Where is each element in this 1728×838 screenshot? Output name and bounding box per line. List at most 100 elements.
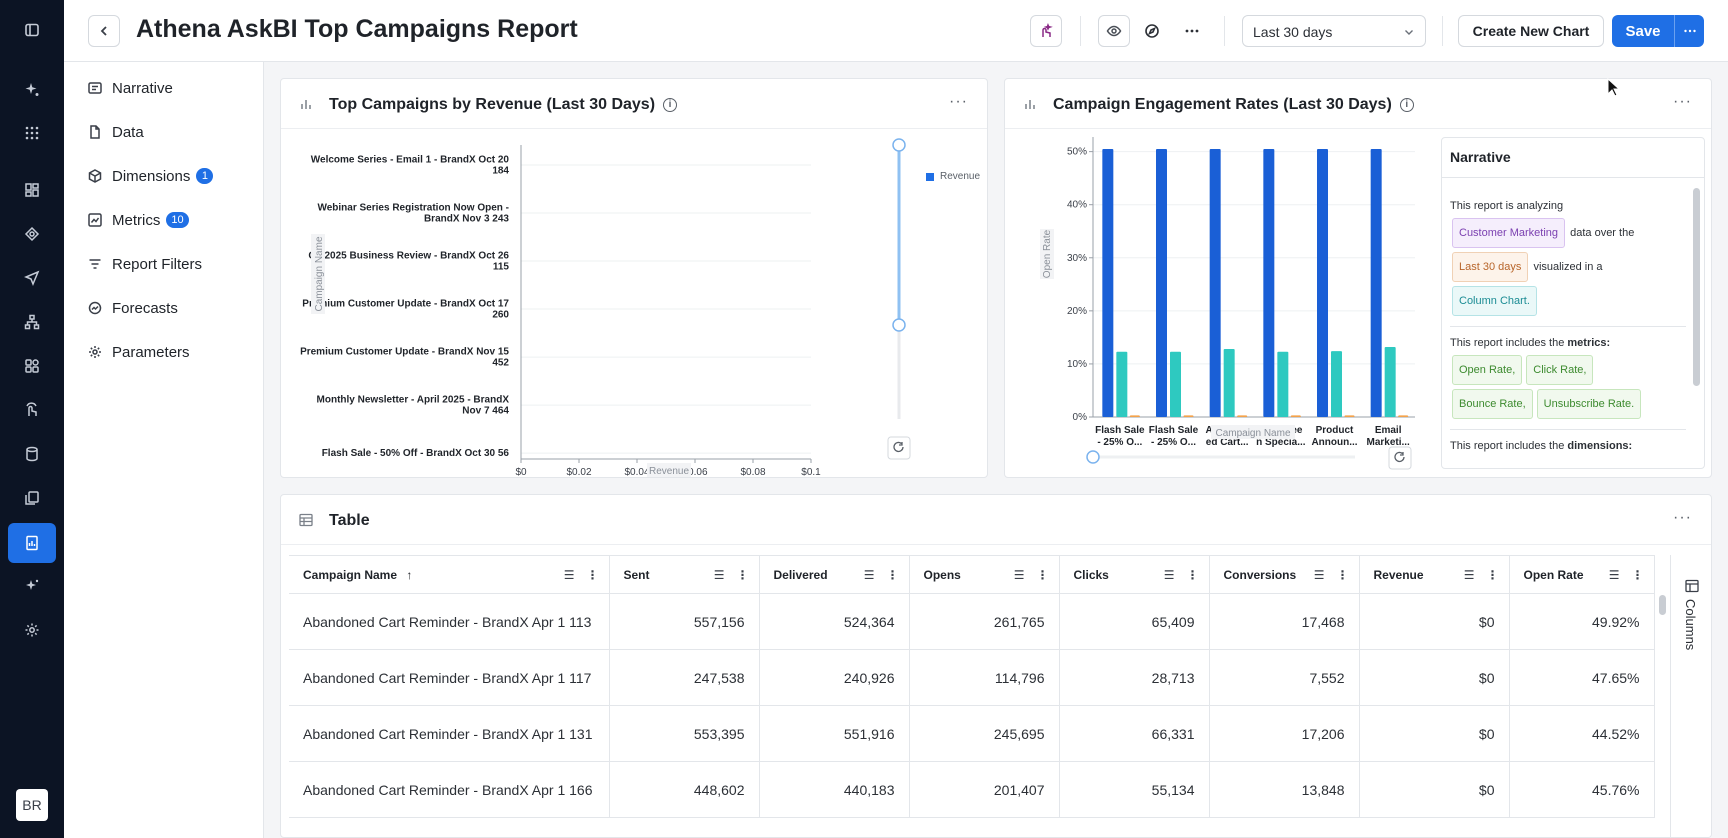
engagement-bar[interactable] [1317, 148, 1328, 417]
engagement-bar[interactable] [1170, 351, 1181, 417]
range-slider-handle-top[interactable] [892, 138, 906, 152]
nav-item-metrics[interactable]: Metrics 10 [88, 208, 189, 232]
engagement-bar[interactable] [1129, 415, 1140, 417]
engagement-bar[interactable] [1370, 148, 1382, 417]
nav-item-dimensions[interactable]: Dimensions 1 [88, 164, 214, 188]
filter-icon[interactable]: ☰ [563, 568, 575, 582]
column-header-campaign-name[interactable]: Campaign Name ↑ ☰ ⋮ [289, 555, 610, 594]
sparkle-icon[interactable] [16, 74, 48, 106]
engagement-bar[interactable] [1102, 148, 1114, 417]
ai-sparkle-icon[interactable] [16, 570, 48, 602]
nav-item-report-filters[interactable]: Report Filters [88, 252, 202, 276]
engagement-bar[interactable] [1398, 415, 1409, 417]
dataset-chip[interactable]: Customer Marketing [1452, 218, 1566, 248]
nav-item-narrative[interactable]: Narrative [88, 76, 173, 100]
table-scrollbar[interactable] [1659, 595, 1666, 615]
ai-assist-button[interactable] [1030, 15, 1062, 47]
settings-gear-icon[interactable] [16, 614, 48, 646]
nav-item-parameters[interactable]: Parameters [88, 340, 190, 364]
filter-icon[interactable]: ☰ [1013, 568, 1025, 582]
apps-grid-icon[interactable] [16, 117, 48, 149]
column-menu-icon[interactable]: ⋮ [886, 568, 899, 582]
column-header-delivered[interactable]: Delivered ☰ ⋮ [759, 555, 910, 594]
nav-item-data[interactable]: Data [88, 120, 144, 144]
engagement-bar[interactable] [1290, 415, 1301, 417]
table-row[interactable]: Abandoned Cart Reminder - BrandX Apr 1 1… [289, 705, 1655, 762]
chart-more-button[interactable]: ··· [1673, 93, 1692, 110]
column-header-conversions[interactable]: Conversions ☰ ⋮ [1209, 555, 1360, 594]
chart-type-chip[interactable]: Column Chart. [1452, 286, 1537, 316]
back-button[interactable] [88, 15, 120, 47]
column-header-open-rate[interactable]: Open Rate ☰ ⋮ [1509, 555, 1655, 594]
engagement-bar[interactable] [1183, 415, 1194, 417]
metric-chip[interactable]: Open Rate, [1452, 355, 1523, 385]
engagement-bar[interactable] [1116, 351, 1128, 417]
reset-zoom-button[interactable] [887, 436, 911, 460]
engagement-bar[interactable] [1384, 346, 1396, 417]
column-menu-icon[interactable]: ⋮ [586, 568, 599, 582]
info-icon[interactable]: i [1399, 97, 1414, 112]
table-row[interactable]: Abandoned Cart Reminder - BrandX Apr 1 1… [289, 593, 1655, 650]
report-icon[interactable] [8, 523, 56, 563]
hand-pointer-icon[interactable] [16, 394, 48, 426]
column-header-clicks[interactable]: Clicks ☰ ⋮ [1059, 555, 1210, 594]
reset-zoom-button[interactable] [1388, 446, 1412, 470]
filter-icon[interactable]: ☰ [1463, 568, 1475, 582]
table-more-button[interactable]: ··· [1673, 509, 1692, 526]
engagement-bar[interactable] [1344, 415, 1355, 417]
collapse-sidebar-icon[interactable] [16, 14, 48, 46]
database-icon[interactable] [16, 438, 48, 470]
engagement-bar[interactable] [1223, 349, 1235, 417]
column-header-opens[interactable]: Opens ☰ ⋮ [909, 555, 1060, 594]
save-button[interactable]: Save [1625, 22, 1661, 40]
chart-more-button[interactable]: ··· [949, 93, 968, 110]
filter-icon[interactable]: ☰ [1163, 568, 1175, 582]
metric-chip[interactable]: Click Rate, [1526, 355, 1594, 385]
table-cell: Abandoned Cart Reminder - BrandX Apr 1 1… [289, 761, 610, 818]
table-row[interactable]: Abandoned Cart Reminder - BrandX Apr 1 1… [289, 649, 1655, 706]
column-menu-icon[interactable]: ⋮ [1336, 568, 1349, 582]
create-new-chart-button[interactable]: Create New Chart [1458, 15, 1604, 47]
narrative-scrollbar[interactable] [1693, 188, 1700, 386]
nav-item-forecasts[interactable]: Forecasts [88, 296, 178, 320]
explore-button[interactable] [1136, 15, 1168, 47]
user-avatar[interactable]: BR [16, 789, 48, 821]
column-menu-icon[interactable]: ⋮ [1186, 568, 1199, 582]
column-menu-icon[interactable]: ⋮ [1486, 568, 1499, 582]
column-menu-icon[interactable]: ⋮ [1631, 568, 1644, 582]
table-row[interactable]: Abandoned Cart Reminder - BrandX Apr 1 1… [289, 761, 1655, 818]
engagement-bar[interactable] [1156, 148, 1167, 417]
filter-icon[interactable]: ☰ [1313, 568, 1325, 582]
preview-button[interactable] [1098, 15, 1130, 47]
send-icon[interactable] [16, 262, 48, 294]
column-menu-icon[interactable]: ⋮ [736, 568, 749, 582]
components-icon[interactable] [16, 350, 48, 382]
column-menu-icon[interactable]: ⋮ [1036, 568, 1049, 582]
engagement-bar[interactable] [1237, 415, 1248, 417]
period-chip[interactable]: Last 30 days [1452, 252, 1529, 282]
filter-icon[interactable]: ☰ [1608, 568, 1620, 582]
engagement-bar[interactable] [1209, 148, 1221, 417]
column-header-sent[interactable]: Sent ☰ ⋮ [609, 555, 760, 594]
more-options-button[interactable] [1176, 15, 1208, 47]
range-slider-handle[interactable] [1086, 450, 1100, 464]
info-icon[interactable]: i [663, 97, 678, 112]
columns-panel-toggle[interactable]: Columns [1670, 555, 1711, 837]
range-slider-handle-bottom[interactable] [892, 318, 906, 332]
save-options-button[interactable] [1674, 15, 1704, 47]
date-range-select[interactable]: Last 30 days [1242, 15, 1426, 47]
engagement-bar[interactable] [1331, 351, 1342, 417]
engagement-bar[interactable] [1277, 351, 1289, 417]
column-header-revenue[interactable]: Revenue ☰ ⋮ [1359, 555, 1510, 594]
sort-ascending-icon[interactable]: ↑ [406, 567, 413, 582]
dashboard-icon[interactable] [16, 174, 48, 206]
target-icon[interactable] [16, 218, 48, 250]
filter-icon[interactable]: ☰ [713, 568, 725, 582]
narrative-panel: Narrative This report is analyzing Custo… [1441, 137, 1705, 469]
hierarchy-icon[interactable] [16, 306, 48, 338]
filter-icon[interactable]: ☰ [863, 568, 875, 582]
metric-chip[interactable]: Unsubscribe Rate. [1536, 389, 1642, 419]
copy-docs-icon[interactable] [16, 482, 48, 514]
engagement-bar[interactable] [1263, 148, 1275, 417]
metric-chip[interactable]: Bounce Rate, [1452, 389, 1533, 419]
